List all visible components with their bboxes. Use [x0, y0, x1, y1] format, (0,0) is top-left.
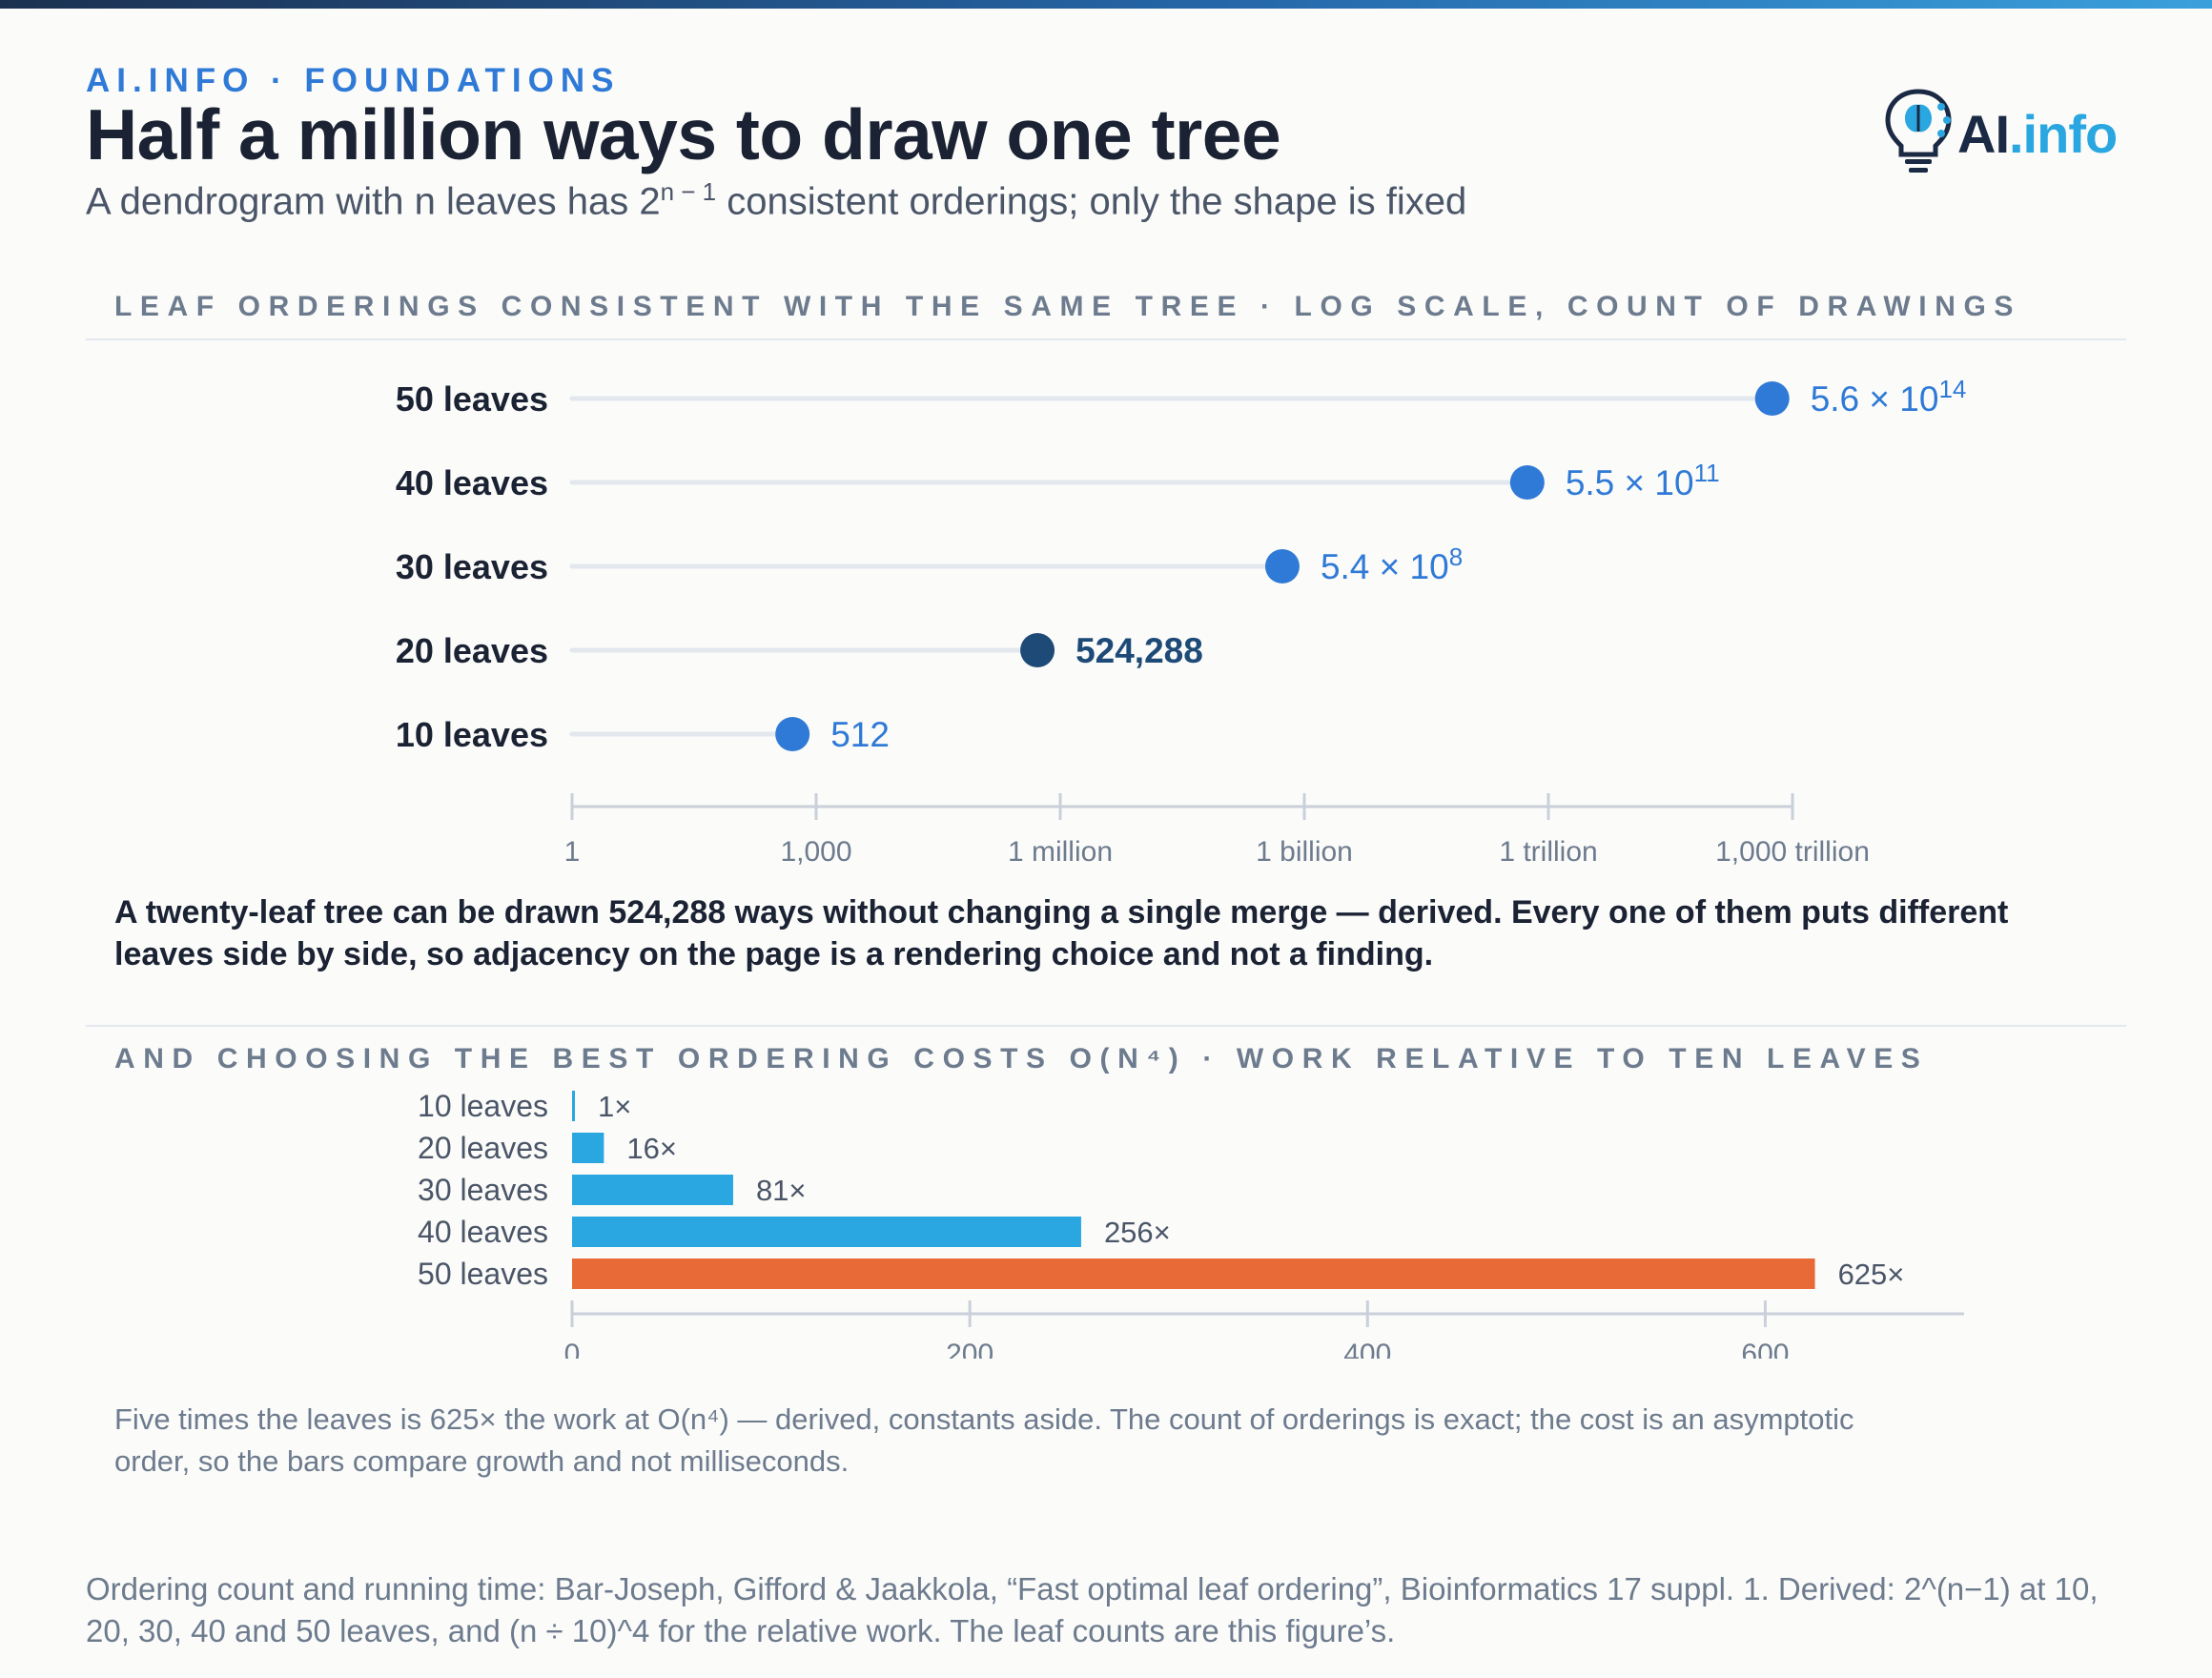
eyebrow: AI.INFO · FOUNDATIONS	[86, 62, 621, 99]
bar-value-label: 1×	[598, 1090, 631, 1123]
x-tick-label: 400	[1343, 1339, 1391, 1359]
bar	[572, 1133, 604, 1163]
data-point	[1509, 465, 1545, 500]
bar-label: 50 leaves	[418, 1257, 548, 1291]
relative-work-bar-chart: 10 leaves 1× 20 leaves 16× 30 leaves 81× 40 le…	[418, 1089, 1964, 1359]
lightbulb-brain-icon	[1885, 89, 1952, 173]
bar-value-label: 625×	[1838, 1258, 1905, 1291]
bar-value-label: 81×	[756, 1174, 807, 1207]
value-label: 5.5 × 1011	[1566, 459, 1720, 502]
subtitle-exponent: n − 1	[660, 177, 717, 206]
value-mantissa: 5.5 × 10	[1566, 463, 1694, 502]
logo-text-accent: .info	[2009, 104, 2118, 164]
row-label: 10 leaves	[396, 715, 548, 754]
section-divider	[86, 338, 2126, 340]
x-tick-label: 1,000 trillion	[1715, 836, 1870, 868]
value-mantissa: 512	[830, 715, 890, 754]
value-exponent: 8	[1449, 542, 1463, 571]
orderings-dot-plot: 50 leaves 5.6 × 1014 40 leaves 5.5 × 1011 30…	[396, 375, 1967, 868]
x-tick-label: 1	[564, 836, 581, 868]
takeaway-text: A twenty-leaf tree can be drawn 524,288 …	[114, 894, 2009, 972]
subtitle-before: A dendrogram with n leaves has 2	[86, 180, 661, 223]
row-label: 50 leaves	[396, 379, 548, 419]
bar	[572, 1175, 733, 1205]
section-label-cost: AND CHOOSING THE BEST ORDERING COSTS O(N…	[114, 1043, 1929, 1074]
row-label: 40 leaves	[396, 463, 548, 502]
data-point	[1754, 381, 1790, 416]
x-tick-label: 600	[1741, 1339, 1789, 1359]
x-tick-label: 200	[946, 1339, 993, 1359]
value-exponent: 14	[1938, 375, 1966, 403]
subtitle-after: consistent orderings; only the shape is …	[716, 180, 1467, 223]
data-point	[1264, 549, 1300, 583]
x-tick-label: 1 million	[1008, 836, 1113, 868]
row-label: 30 leaves	[396, 547, 548, 586]
bar-label: 30 leaves	[418, 1173, 548, 1207]
row-label: 20 leaves	[396, 631, 548, 670]
data-point	[775, 717, 810, 751]
value-label: 5.6 × 1014	[1811, 375, 1967, 419]
x-tick-label: 0	[564, 1339, 581, 1359]
value-label: 5.4 × 108	[1321, 542, 1463, 586]
bar	[572, 1217, 1081, 1247]
bar-value-label: 256×	[1104, 1216, 1171, 1249]
bar-label: 40 leaves	[418, 1215, 548, 1249]
x-tick-label: 1,000	[780, 836, 851, 868]
bar	[572, 1258, 1815, 1289]
x-tick-label: 1 billion	[1256, 836, 1353, 868]
data-point	[1020, 633, 1055, 667]
subtitle: A dendrogram with n leaves has 2n − 1 co…	[86, 177, 1466, 223]
source-note: Ordering count and running time: Bar-Jos…	[86, 1571, 2099, 1648]
logo-text-main: AI	[1957, 104, 2010, 164]
value-mantissa: 524,288	[1075, 631, 1203, 670]
section-label-orderings: LEAF ORDERINGS CONSISTENT WITH THE SAME …	[114, 291, 2022, 322]
page-title: Half a million ways to draw one tree	[86, 94, 1281, 174]
bar-label: 10 leaves	[418, 1089, 548, 1123]
x-tick-label: 1 trillion	[1499, 836, 1597, 868]
bar-label: 20 leaves	[418, 1131, 548, 1165]
bar	[572, 1091, 575, 1121]
value-exponent: 11	[1694, 459, 1720, 487]
value-label: 524,288	[1075, 631, 1203, 670]
chart-note: Five times the leaves is 625× the work a…	[114, 1402, 1854, 1478]
value-mantissa: 5.6 × 10	[1811, 379, 1939, 419]
bar-value-label: 16×	[626, 1132, 677, 1165]
value-mantissa: 5.4 × 10	[1321, 547, 1449, 586]
logo-text: AI.info	[1957, 103, 2118, 165]
section-divider	[86, 1025, 2126, 1027]
top-accent-bar	[0, 0, 2212, 9]
value-label: 512	[830, 715, 890, 754]
